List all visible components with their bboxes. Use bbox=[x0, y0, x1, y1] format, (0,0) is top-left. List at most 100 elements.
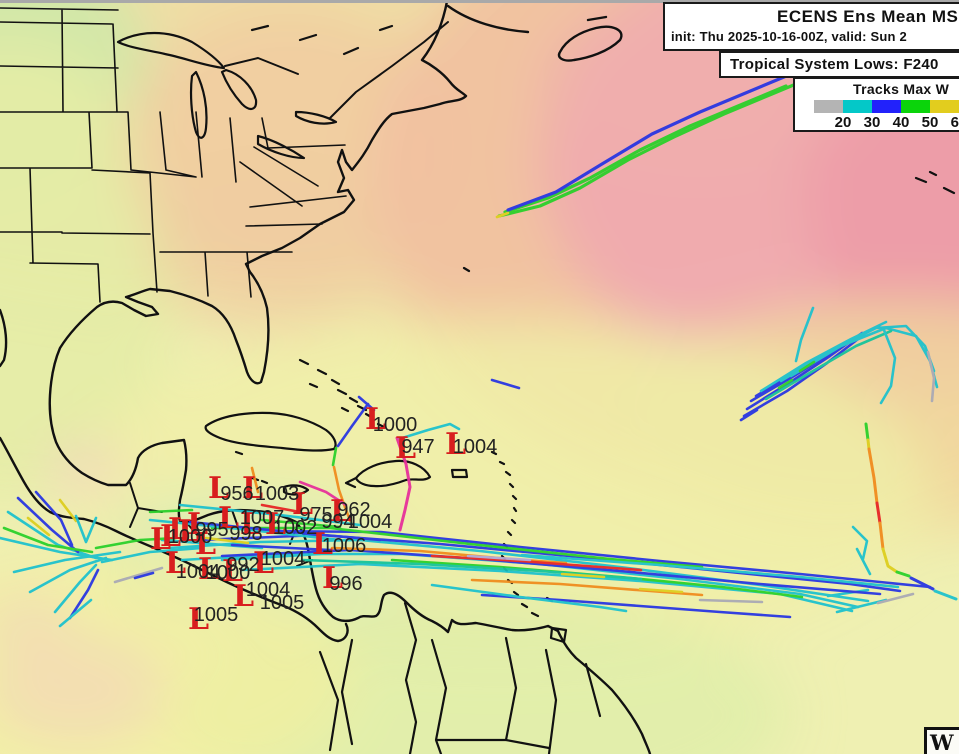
ensemble-track bbox=[698, 598, 764, 604]
ensemble-track bbox=[260, 503, 302, 514]
legend-tick-label: 60 bbox=[950, 114, 959, 131]
pressure-value-label: 1004 bbox=[176, 561, 221, 583]
low-marker-L: L bbox=[218, 501, 239, 536]
st-lawrence bbox=[224, 21, 449, 119]
low-marker-L: L bbox=[292, 487, 313, 522]
ensemble-track bbox=[895, 570, 911, 578]
ensemble-track bbox=[2, 526, 94, 554]
low-marker-L: L bbox=[168, 512, 189, 547]
legend-title: Tracks Max W bbox=[853, 81, 950, 97]
nova-scotia bbox=[557, 15, 623, 62]
ensemble-track bbox=[204, 536, 250, 545]
ensemble-track bbox=[188, 520, 382, 542]
low-marker-L: L bbox=[253, 546, 274, 581]
pressure-value-label: 1002 bbox=[273, 517, 318, 539]
central-america-borders bbox=[129, 482, 313, 567]
ensemble-track bbox=[332, 465, 354, 527]
canada-lakes-marks bbox=[250, 24, 394, 56]
legend-ticks: 20 30 40 50 60 bbox=[795, 114, 959, 132]
ensemble-track bbox=[58, 498, 78, 523]
ensemble-track bbox=[230, 543, 332, 552]
ensemble-track bbox=[331, 446, 338, 467]
coast-mexico-pacific bbox=[0, 436, 349, 643]
pressure-value-label: 1000 bbox=[373, 414, 418, 436]
ensemble-track bbox=[6, 510, 98, 560]
pressure-value-label: 994 bbox=[321, 511, 354, 533]
low-marker-L: L bbox=[150, 522, 171, 557]
pressure-value-label: 1004 bbox=[261, 548, 306, 570]
pressure-value-label: 975 bbox=[299, 504, 332, 526]
lake-huron bbox=[220, 68, 258, 110]
legend-color-40 bbox=[872, 100, 901, 113]
south-america-borders bbox=[318, 601, 602, 754]
bahamas bbox=[298, 358, 386, 429]
legend-tick-label: 40 bbox=[892, 114, 910, 131]
ensemble-track bbox=[53, 563, 98, 614]
low-marker-L: L bbox=[188, 602, 209, 637]
low-marker-L: L bbox=[195, 527, 216, 562]
ensemble-track bbox=[878, 521, 885, 551]
jamaica bbox=[282, 484, 310, 496]
ensemble-track bbox=[638, 587, 684, 594]
great-lakes bbox=[116, 32, 338, 160]
pressure-value-label: 1004 bbox=[453, 436, 498, 458]
ensemble-track bbox=[58, 598, 93, 628]
low-marker-L: L bbox=[165, 546, 186, 581]
pressure-value-label: 992 bbox=[226, 554, 259, 576]
pressure-value-label: 1005 bbox=[260, 592, 305, 614]
ensemble-track bbox=[876, 592, 915, 605]
ensemble-track bbox=[503, 84, 788, 214]
ensemble-track bbox=[466, 554, 532, 562]
cuba bbox=[204, 411, 337, 456]
tropical-lows-label: Tropical System Lows: F240 bbox=[730, 56, 939, 73]
ensemble-track bbox=[430, 554, 643, 572]
pressure-value-label: 995 bbox=[195, 519, 228, 541]
ensemble-track bbox=[250, 466, 260, 494]
track-wind-legend: Tracks Max W 20 30 40 50 60 bbox=[793, 77, 959, 132]
legend-tick-label: 20 bbox=[834, 114, 852, 131]
ensemble-track bbox=[495, 211, 510, 219]
ensemble-track bbox=[336, 402, 370, 448]
ensemble-track bbox=[34, 490, 74, 547]
ensemble-track bbox=[470, 578, 704, 597]
pressure-value-label: 1000 bbox=[168, 526, 213, 548]
ensemble-track bbox=[74, 514, 98, 544]
low-marker-L: L bbox=[198, 552, 219, 587]
watermark-logo: W bbox=[924, 727, 959, 754]
storm-tracks bbox=[0, 32, 958, 628]
pressure-value-label: 1003 bbox=[255, 483, 300, 505]
low-marker-L: L bbox=[242, 471, 263, 506]
ensemble-track bbox=[739, 408, 759, 422]
lake-ontario bbox=[294, 110, 338, 125]
legend-color-30 bbox=[843, 100, 872, 113]
coast-maine-maritimes bbox=[446, 4, 530, 34]
legend-color-50 bbox=[901, 100, 930, 113]
low-marker-L: L bbox=[330, 494, 351, 529]
ensemble-track bbox=[764, 329, 893, 401]
low-marker-L: L bbox=[187, 507, 208, 542]
ensemble-track bbox=[298, 480, 348, 507]
low-marker-L: L bbox=[233, 579, 254, 614]
ensemble-track bbox=[881, 547, 899, 574]
ensemble-track bbox=[357, 395, 376, 412]
ensemble-track bbox=[855, 547, 872, 576]
ensemble-track bbox=[330, 546, 568, 565]
pressure-value-label: 962 bbox=[337, 499, 370, 521]
pressure-value-label: 947 bbox=[401, 436, 434, 458]
tropical-lows-box: Tropical System Lows: F240 bbox=[719, 51, 959, 78]
pressure-value-label: 1004 bbox=[246, 579, 291, 601]
low-marker-L: L bbox=[208, 471, 229, 506]
trinidad bbox=[549, 626, 568, 644]
ensemble-track bbox=[520, 553, 900, 589]
ensemble-track bbox=[794, 306, 815, 363]
hispaniola bbox=[344, 459, 432, 489]
title-box: ECENS Ens Mean MS init: Thu 2025-10-16-0… bbox=[663, 2, 959, 51]
pressure-value-label: 1004 bbox=[348, 511, 393, 533]
low-marker-L: L bbox=[445, 427, 466, 462]
ensemble-track bbox=[926, 350, 936, 403]
puerto-rico bbox=[450, 468, 469, 479]
ensemble-track bbox=[113, 566, 164, 584]
legend-color-20 bbox=[814, 100, 843, 113]
